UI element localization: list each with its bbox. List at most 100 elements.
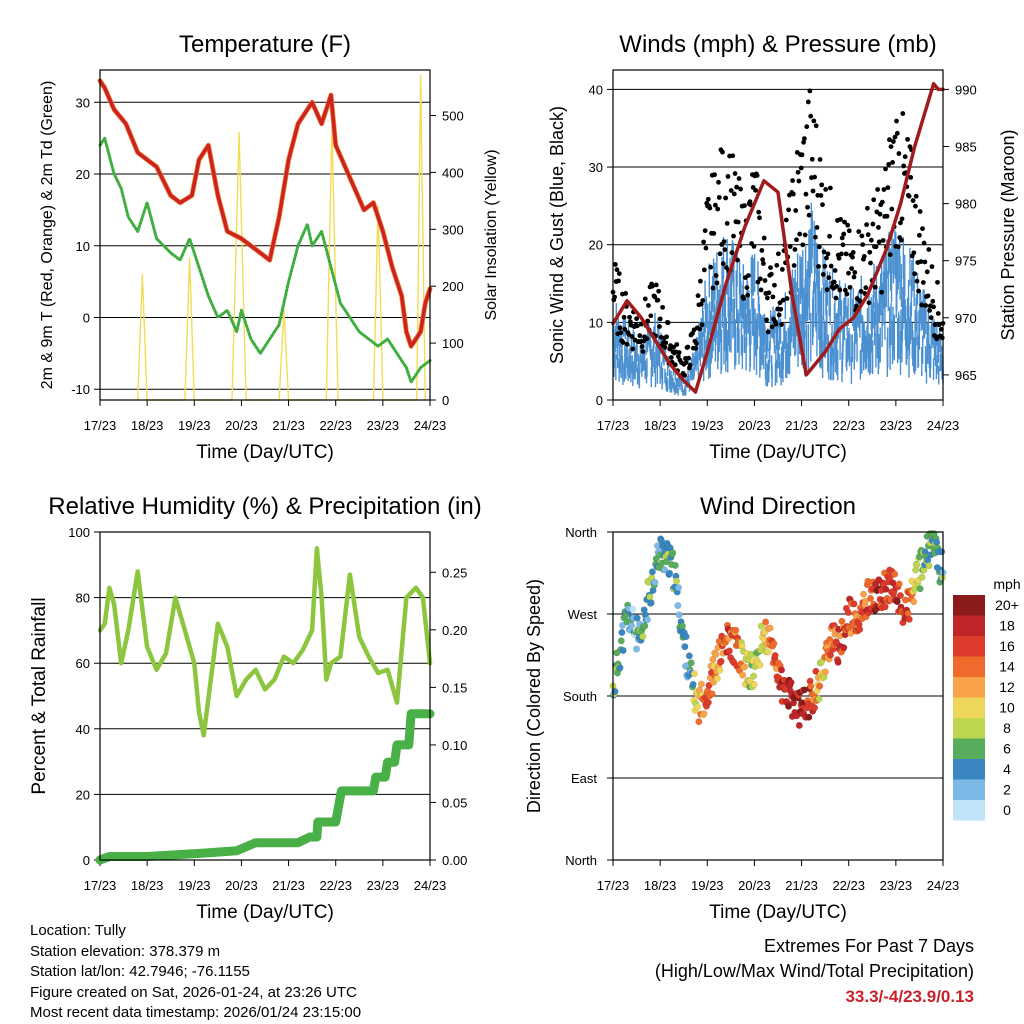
legend-swatch bbox=[953, 656, 985, 677]
station-location: Location: Tully bbox=[30, 922, 126, 939]
gust-point bbox=[833, 295, 839, 301]
gust-point bbox=[795, 169, 801, 175]
gust-point bbox=[701, 239, 706, 245]
gust-point bbox=[770, 294, 776, 300]
legend-swatch bbox=[953, 636, 985, 657]
gust-point bbox=[652, 294, 658, 300]
y-right-tick-label: 200 bbox=[442, 279, 464, 294]
gust-point bbox=[806, 212, 812, 218]
y-tick-label: 40 bbox=[76, 722, 90, 737]
y-right-tick-label: 300 bbox=[442, 222, 464, 237]
x-tick-label: 17/23 bbox=[84, 878, 117, 893]
direction-point bbox=[913, 561, 921, 569]
gust-point bbox=[639, 344, 645, 349]
legend-label: 12 bbox=[999, 679, 1015, 695]
legend-swatch bbox=[953, 779, 985, 800]
gust-point bbox=[744, 285, 750, 291]
direction-point bbox=[643, 616, 651, 624]
x-tick-label: 19/23 bbox=[178, 418, 211, 433]
direction-point bbox=[766, 624, 774, 632]
gust-point bbox=[849, 266, 855, 271]
station-elevation: Station elevation: 378.379 m bbox=[30, 942, 221, 960]
direction-point bbox=[632, 645, 641, 653]
gust-point bbox=[918, 259, 924, 265]
gust-point bbox=[844, 291, 850, 297]
direction-point bbox=[812, 667, 820, 675]
gust-point bbox=[799, 152, 805, 158]
gust-point bbox=[627, 314, 632, 320]
gust-point bbox=[916, 232, 922, 238]
gust-point bbox=[746, 273, 751, 278]
gust-point bbox=[699, 322, 705, 328]
legend-title: mph bbox=[993, 576, 1020, 592]
gust-point bbox=[822, 263, 828, 269]
direction-point bbox=[674, 584, 683, 592]
gust-point bbox=[870, 221, 876, 227]
direction-point bbox=[834, 658, 842, 666]
gust-point bbox=[690, 330, 695, 336]
gust-point bbox=[780, 297, 786, 303]
y-tick-label: 20 bbox=[76, 787, 90, 802]
gust-point bbox=[826, 275, 832, 281]
x-tick-label: 18/23 bbox=[131, 878, 164, 893]
gust-point bbox=[634, 316, 640, 322]
y-right-tick-label: 100 bbox=[442, 336, 464, 351]
direction-point bbox=[673, 577, 681, 585]
panel-title: Temperature (F) bbox=[179, 31, 351, 58]
gust-point bbox=[923, 303, 929, 308]
direction-point bbox=[850, 600, 858, 608]
x-tick-label: 24/23 bbox=[414, 878, 447, 893]
gust-point bbox=[751, 243, 757, 249]
gust-point bbox=[921, 240, 927, 246]
direction-point bbox=[895, 580, 903, 588]
gust-point bbox=[929, 264, 935, 270]
extremes-box: Extremes For Past 7 Days (High/Low/Max W… bbox=[655, 934, 974, 1009]
direction-point bbox=[896, 592, 904, 600]
gust-point bbox=[705, 196, 711, 202]
plot-border bbox=[612, 69, 944, 401]
gust-point bbox=[676, 350, 682, 355]
gust-point bbox=[812, 174, 818, 180]
gust-point bbox=[711, 231, 717, 236]
gust-point bbox=[784, 296, 790, 301]
gust-point bbox=[728, 188, 734, 193]
y-tick-label: 30 bbox=[589, 160, 603, 175]
gust-point bbox=[731, 233, 736, 239]
gust-point bbox=[811, 118, 817, 124]
gust-point bbox=[722, 247, 728, 252]
gust-point bbox=[772, 282, 777, 288]
legend-label: 6 bbox=[1003, 741, 1011, 757]
direction-point bbox=[616, 664, 624, 672]
legend-label: 8 bbox=[1003, 720, 1011, 736]
gust-point bbox=[820, 202, 825, 208]
direction-point bbox=[844, 608, 852, 617]
gust-point bbox=[824, 255, 829, 261]
gust-point bbox=[616, 278, 621, 284]
direction-point bbox=[749, 672, 758, 680]
gust-point bbox=[665, 320, 671, 326]
gust-point bbox=[685, 344, 691, 350]
y-tick-label: 20 bbox=[76, 167, 90, 182]
gust-point bbox=[890, 139, 896, 144]
y-right-tick-label: 0 bbox=[442, 393, 449, 408]
direction-point bbox=[787, 678, 795, 687]
gust-point bbox=[629, 334, 635, 339]
direction-point bbox=[695, 718, 703, 726]
direction-point bbox=[674, 602, 682, 610]
direction-point bbox=[732, 626, 740, 634]
x-tick-label: 24/23 bbox=[927, 418, 960, 433]
gust-point bbox=[648, 313, 654, 319]
legend-swatch bbox=[953, 759, 985, 780]
direction-point bbox=[671, 561, 679, 569]
gust-point bbox=[779, 267, 785, 272]
direction-point bbox=[713, 674, 721, 682]
gust-point bbox=[790, 178, 795, 183]
gust-point bbox=[766, 290, 772, 296]
gust-point bbox=[757, 215, 762, 221]
direction-point bbox=[700, 710, 708, 718]
gust-point bbox=[617, 325, 623, 331]
gust-point bbox=[635, 323, 640, 329]
legend-swatch bbox=[953, 738, 985, 759]
gust-point bbox=[879, 199, 885, 205]
